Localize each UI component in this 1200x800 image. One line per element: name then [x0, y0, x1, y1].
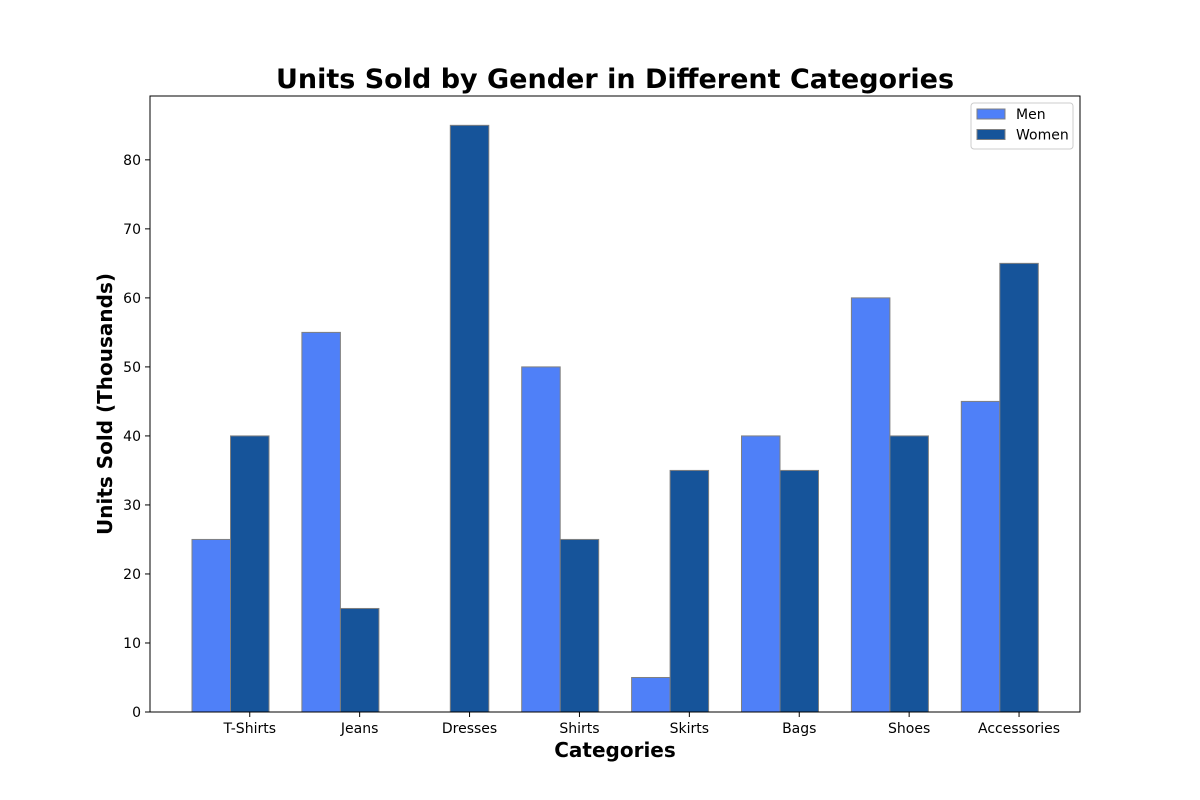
bar-women-shoes: [889, 435, 929, 713]
x-tick-label: Jeans: [340, 721, 379, 737]
bar-men-skirts: [631, 676, 671, 713]
legend-label-men: Men: [1016, 107, 1046, 123]
bar-women-shirts: [559, 538, 600, 713]
chart-title: Units Sold by Gender in Different Catego…: [276, 64, 954, 95]
bar-women-dresses: [449, 124, 490, 713]
y-tick-label: 0: [132, 705, 141, 721]
y-tick-label: 40: [123, 429, 141, 445]
y-axis-ticks: 0 10 20 30 40 50 60 70 80: [123, 153, 150, 721]
x-axis-label: Categories: [554, 738, 676, 762]
bar-men-bags: [741, 435, 781, 713]
bar-women-t-shirts: [230, 435, 270, 713]
x-tick-label: Dresses: [442, 721, 497, 737]
bar-women-skirts: [669, 469, 710, 713]
y-tick-label: 10: [123, 636, 141, 652]
bar-women-jeans: [339, 607, 380, 713]
legend: Men Women: [970, 102, 1074, 150]
x-tick-label: Bags: [782, 721, 816, 737]
y-tick-label: 80: [123, 153, 141, 169]
y-tick-label: 30: [123, 498, 141, 514]
bar-men-shoes: [850, 297, 891, 713]
bars-group: [191, 124, 1039, 713]
legend-label-women: Women: [1016, 128, 1069, 144]
bar-men-t-shirts: [191, 538, 231, 713]
y-axis-label: Units Sold (Thousands): [93, 273, 117, 535]
y-tick-label: 20: [123, 567, 141, 583]
bar-men-shirts: [521, 366, 561, 713]
x-tick-label: Shirts: [559, 721, 599, 737]
bar-men-jeans: [301, 331, 341, 713]
bar-women-accessories: [999, 262, 1039, 713]
plot-frame: [149, 95, 1081, 713]
x-tick-label: Shoes: [888, 721, 930, 737]
x-tick-label: Accessories: [978, 721, 1060, 737]
y-tick-label: 70: [123, 222, 141, 238]
x-tick-label: T-Shirts: [222, 721, 276, 737]
y-tick-label: 50: [123, 360, 141, 376]
legend-swatch-men: [976, 108, 1006, 120]
x-tick-label: Skirts: [670, 721, 709, 737]
y-tick-label: 60: [123, 291, 141, 307]
bar-men-accessories: [960, 400, 1001, 713]
x-axis-ticks: T-Shirts Jeans Dresses Shirts Skirts Bags Shoe…: [222, 712, 1060, 737]
legend-swatch-women: [976, 129, 1006, 140]
bar-women-bags: [779, 469, 819, 713]
